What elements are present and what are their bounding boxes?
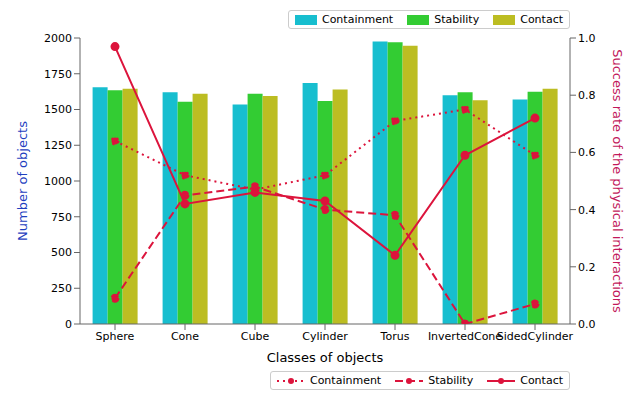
html-text:Stability: Stability [434,13,480,26]
svg-text:0.8: 0.8 [578,89,596,102]
svg-text:0.0: 0.0 [578,318,596,331]
svg-text:SidedCylinder: SidedCylinder [497,330,574,343]
svg-text:1250: 1250 [44,139,72,152]
svg-text:1500: 1500 [44,103,72,116]
svg-text:Number of objects: Number of objects [15,121,30,241]
svg-text:750: 750 [51,211,72,224]
svg-text:1000: 1000 [44,175,72,188]
svg-text:0: 0 [65,318,72,331]
html-text:Contact: Contact [520,13,563,26]
html-text:Containment: Containment [322,13,394,26]
svg-text:Torus: Torus [380,330,410,343]
svg-text:Cylinder: Cylinder [302,330,348,343]
svg-text:0.2: 0.2 [578,261,596,274]
svg-text:250: 250 [51,282,72,295]
svg-text:Cube: Cube [241,330,270,343]
svg-text:Classes of objects: Classes of objects [267,350,384,365]
svg-text:Sphere: Sphere [96,330,135,343]
svg-text:2000: 2000 [44,32,72,45]
html-text:Contact: Contact [520,374,563,387]
svg-text:Cone: Cone [171,330,199,343]
svg-text:Success rate of the physical i: Success rate of the physical interaction… [610,49,625,313]
svg-text:1750: 1750 [44,68,72,81]
svg-text:0.4: 0.4 [578,204,596,217]
svg-text:0.6: 0.6 [578,146,596,159]
html-text:Containment: Containment [310,374,382,387]
svg-text:500: 500 [51,246,72,259]
svg-text:1.0: 1.0 [578,32,596,45]
html-text:Stability: Stability [428,374,474,387]
svg-text:InvertedCone: InvertedCone [428,330,502,343]
